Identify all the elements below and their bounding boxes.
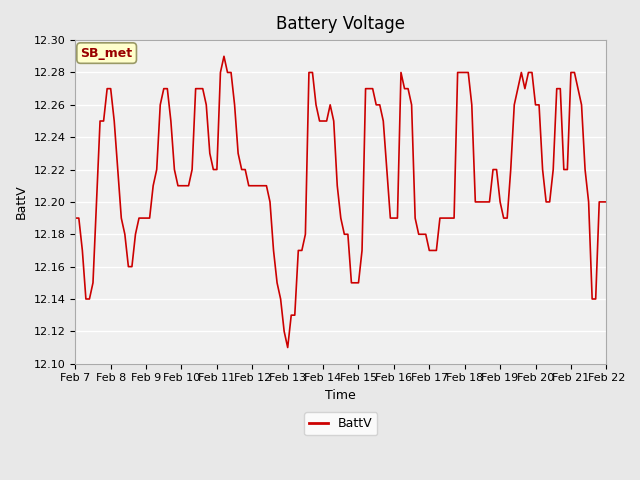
Y-axis label: BattV: BattV [15,185,28,219]
Title: Battery Voltage: Battery Voltage [276,15,405,33]
Legend: BattV: BattV [304,412,378,435]
Text: SB_met: SB_met [81,47,132,60]
X-axis label: Time: Time [325,389,356,402]
